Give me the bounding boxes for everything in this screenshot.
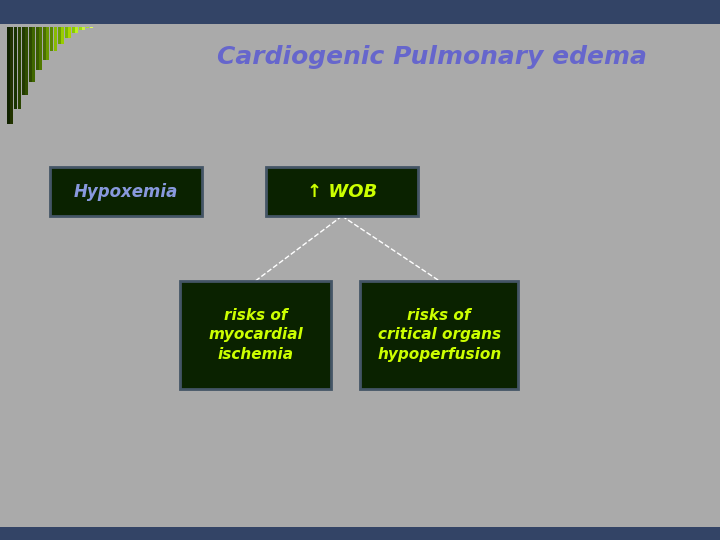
Bar: [72, 27, 75, 33]
FancyBboxPatch shape: [266, 167, 418, 216]
Bar: [0, 526, 720, 540]
Text: Cardiogenic Pulmonary edema: Cardiogenic Pulmonary edema: [217, 45, 647, 69]
Bar: [82, 27, 86, 30]
Bar: [53, 27, 57, 51]
Text: risks of
myocardial
ischemia: risks of myocardial ischemia: [208, 307, 303, 362]
Bar: [89, 27, 93, 28]
Bar: [14, 27, 17, 109]
Bar: [58, 27, 60, 44]
Bar: [36, 27, 39, 70]
Bar: [65, 27, 68, 38]
Bar: [75, 27, 78, 33]
Bar: [7, 27, 10, 124]
FancyBboxPatch shape: [360, 281, 518, 389]
Bar: [22, 27, 24, 94]
Text: risks of
critical organs
hypoperfusion: risks of critical organs hypoperfusion: [377, 307, 501, 362]
Bar: [50, 27, 53, 51]
Bar: [32, 27, 35, 82]
Bar: [43, 27, 46, 60]
Bar: [10, 27, 14, 124]
Bar: [86, 27, 89, 28]
Bar: [24, 27, 28, 94]
Bar: [39, 27, 42, 70]
Bar: [17, 27, 21, 109]
Bar: [29, 27, 32, 82]
FancyBboxPatch shape: [180, 281, 331, 389]
Bar: [60, 27, 64, 44]
Text: Hypoxemia: Hypoxemia: [74, 183, 178, 201]
FancyBboxPatch shape: [50, 167, 202, 216]
Text: ↑ WOB: ↑ WOB: [307, 183, 377, 201]
Bar: [68, 27, 71, 38]
Bar: [46, 27, 50, 60]
Bar: [79, 27, 82, 30]
Bar: [0, 0, 720, 24]
